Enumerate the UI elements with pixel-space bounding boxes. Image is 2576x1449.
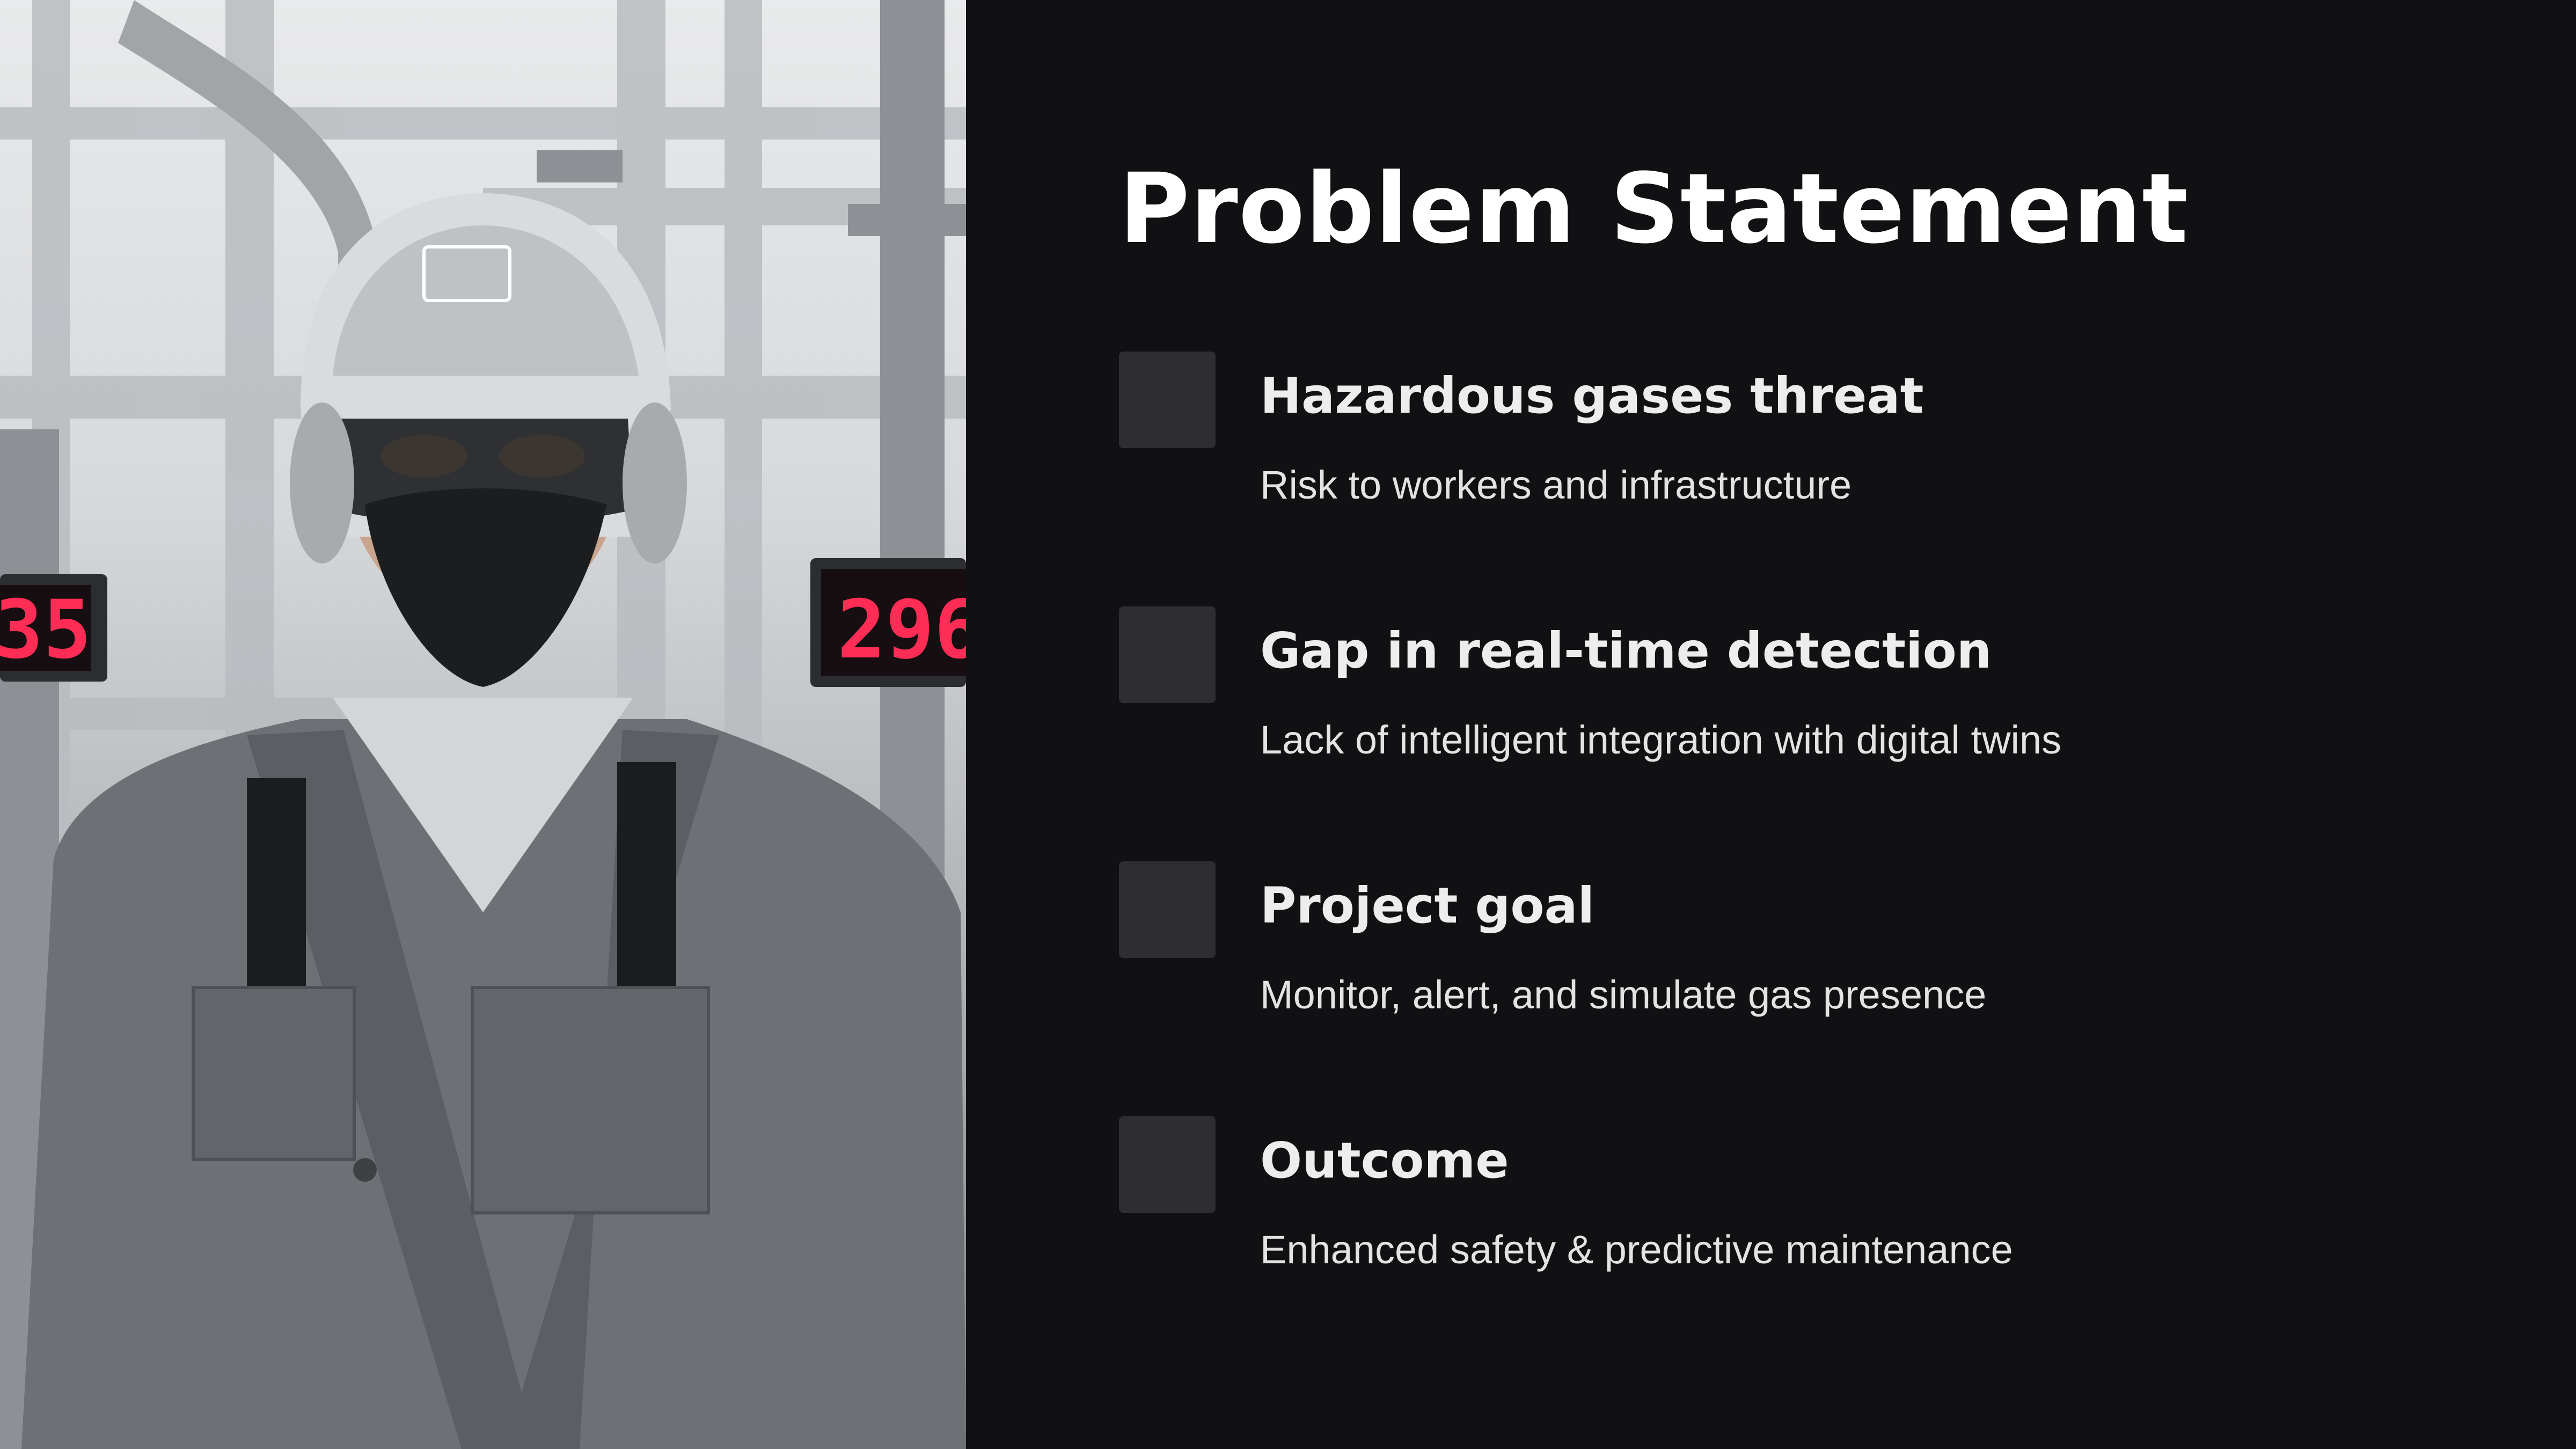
left-gas-display: 35 xyxy=(0,574,107,682)
right-gas-display: 296 xyxy=(810,558,966,687)
bullet-square-icon xyxy=(1119,1116,1216,1213)
item-description: Risk to workers and infrastructure xyxy=(1260,463,1852,507)
list-item-project-goal: Project goal Monitor, alert, and simulat… xyxy=(1119,861,2514,1055)
list-item-detection-gap: Gap in real-time detection Lack of intel… xyxy=(1119,606,2514,800)
bullet-square-icon xyxy=(1119,352,1216,448)
worker-photo: 35 296 xyxy=(0,0,966,1449)
slide-title: Problem Statement xyxy=(1119,153,2189,265)
item-description: Lack of intelligent integration with dig… xyxy=(1260,718,2062,762)
worker-illustration: 35 296 xyxy=(0,0,966,1449)
item-description: Enhanced safety & predictive maintenance xyxy=(1260,1227,2013,1272)
bullet-square-icon xyxy=(1119,606,1216,703)
list-item-outcome: Outcome Enhanced safety & predictive mai… xyxy=(1119,1116,2514,1309)
item-heading: Hazardous gases threat xyxy=(1260,367,1924,425)
right-display-digits: 296 xyxy=(837,583,966,677)
item-description: Monitor, alert, and simulate gas presenc… xyxy=(1260,972,1987,1017)
bullet-square-icon xyxy=(1119,861,1216,958)
item-heading: Gap in real-time detection xyxy=(1260,622,1992,679)
item-heading: Outcome xyxy=(1260,1132,1509,1189)
item-heading: Project goal xyxy=(1260,877,1595,934)
list-item-hazardous-gases: Hazardous gases threat Risk to workers a… xyxy=(1119,352,2514,545)
left-display-digits: 35 xyxy=(0,583,92,677)
